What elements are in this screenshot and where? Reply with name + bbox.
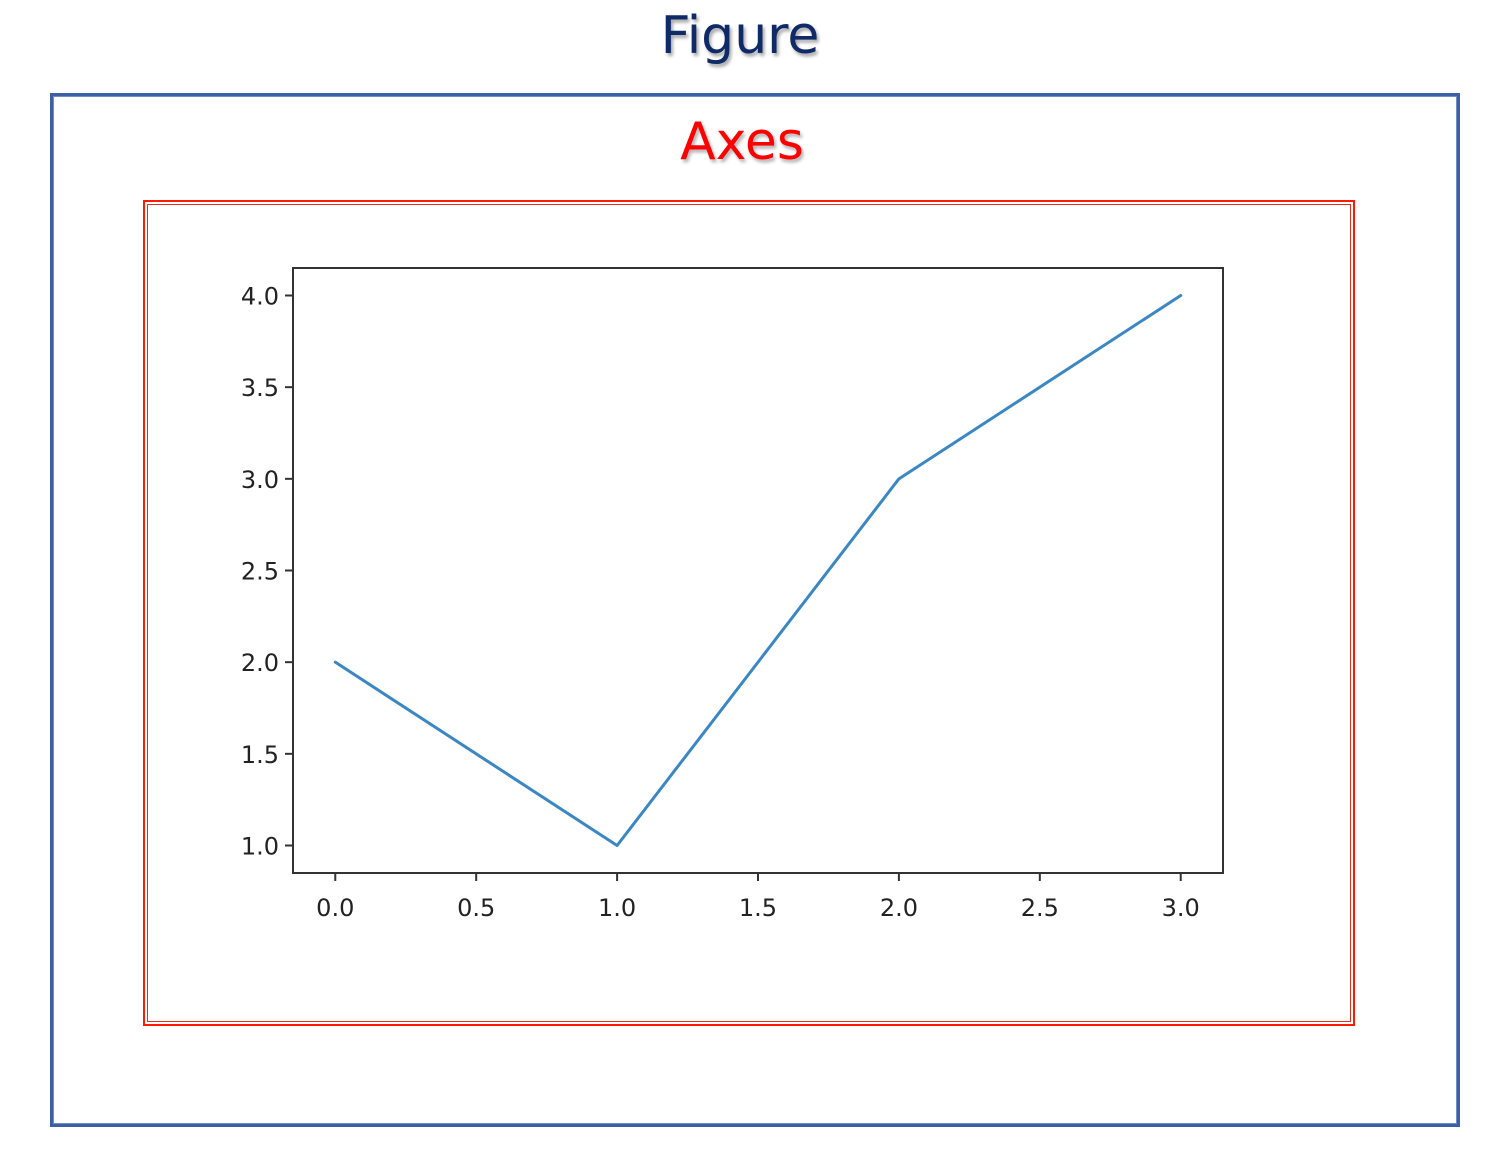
figure-frame <box>50 93 1460 1127</box>
y-tick-label: 3.0 <box>241 466 279 494</box>
series-lines <box>333 294 1183 847</box>
axes-label: Axes <box>680 112 804 172</box>
y-tick-label: 2.0 <box>241 649 279 677</box>
y-tick-label: 4.0 <box>241 283 279 311</box>
x-tick-label: 0.0 <box>316 894 354 922</box>
x-tick-label: 1.0 <box>598 894 636 922</box>
x-tick-label: 3.0 <box>1162 894 1200 922</box>
series-line <box>333 294 1183 847</box>
figure-label: Figure <box>660 6 820 66</box>
x-tick-label: 2.5 <box>1021 894 1059 922</box>
y-tick-label: 3.5 <box>241 374 279 402</box>
y-tick-label: 2.5 <box>241 558 279 586</box>
x-tick-label: 1.5 <box>739 894 777 922</box>
x-ticks: 0.0 0.5 1.0 1.5 2.0 2.5 3.0 <box>316 873 1200 922</box>
y-tick-label: 1.0 <box>241 833 279 861</box>
x-tick-label: 2.0 <box>880 894 918 922</box>
axes-frame <box>143 200 1355 1026</box>
x-tick-label: 0.5 <box>457 894 495 922</box>
y-tick-label: 1.5 <box>241 741 279 769</box>
y-ticks: 1.0 1.5 2.0 2.5 3.0 3.5 4.0 <box>241 283 293 861</box>
